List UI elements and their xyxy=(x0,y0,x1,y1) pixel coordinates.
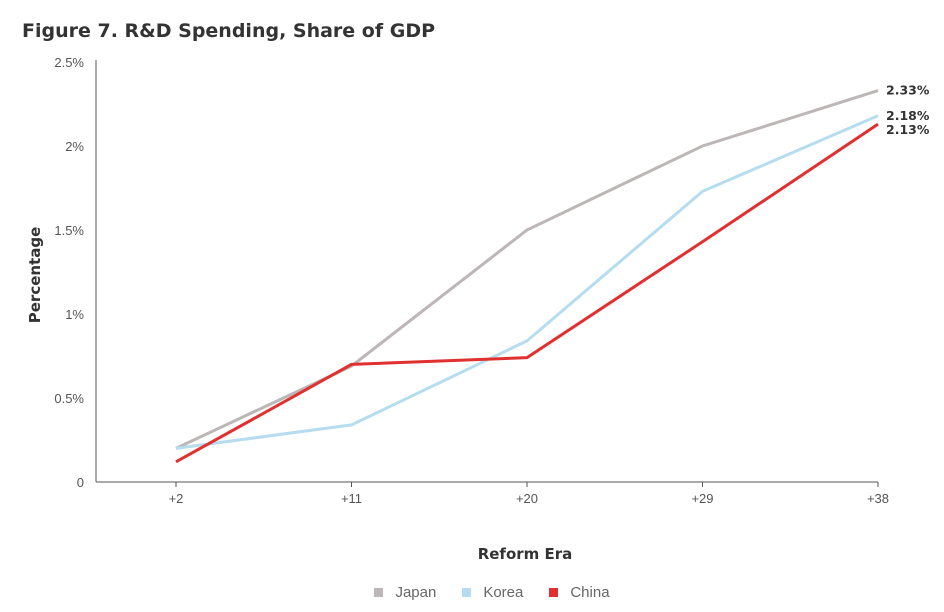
x-axis-label: Reform Era xyxy=(478,545,573,563)
x-tick-label: +2 xyxy=(169,491,184,506)
legend-swatch xyxy=(549,588,559,597)
axes xyxy=(95,60,878,483)
y-tick-label: 0.5% xyxy=(54,391,84,406)
end-value-label-japan: 2.33% xyxy=(886,83,930,98)
legend-swatch xyxy=(462,588,472,597)
series-line-japan xyxy=(175,89,879,450)
legend: Japan Korea China xyxy=(0,584,944,601)
series-lines xyxy=(175,89,879,464)
ticks: 0 0.5% 1% 1.5% 2% 2.5% +2 +11 +20 +29 +38 xyxy=(54,55,889,506)
series-line-korea xyxy=(175,114,879,450)
legend-swatch xyxy=(374,588,384,597)
x-tick-label: +20 xyxy=(516,491,538,506)
legend-label: China xyxy=(570,584,610,601)
legend-label: Japan xyxy=(395,584,437,601)
series-line-china xyxy=(175,122,879,464)
end-value-label-korea: 2.18% xyxy=(886,108,930,123)
y-tick-label: 2% xyxy=(65,139,84,154)
y-tick-label: 0 xyxy=(77,475,84,490)
end-value-label-china: 2.13% xyxy=(886,122,930,137)
end-labels: 2.33% 2.18%2.13% xyxy=(886,83,930,137)
legend-item-japan: Japan xyxy=(374,584,436,601)
x-tick-label: +38 xyxy=(867,491,889,506)
y-tick-label: 2.5% xyxy=(54,55,84,70)
legend-label: Korea xyxy=(483,584,524,601)
y-tick-label: 1% xyxy=(65,307,84,322)
x-tick-label: +29 xyxy=(691,491,713,506)
x-tick-label: +11 xyxy=(341,491,362,506)
y-tick-label: 1.5% xyxy=(54,223,84,238)
y-axis-label: Percentage xyxy=(26,227,44,324)
legend-item-korea: Korea xyxy=(462,584,523,601)
chart-title: Figure 7. R&D Spending, Share of GDP xyxy=(22,20,436,42)
legend-item-china: China xyxy=(549,584,610,601)
